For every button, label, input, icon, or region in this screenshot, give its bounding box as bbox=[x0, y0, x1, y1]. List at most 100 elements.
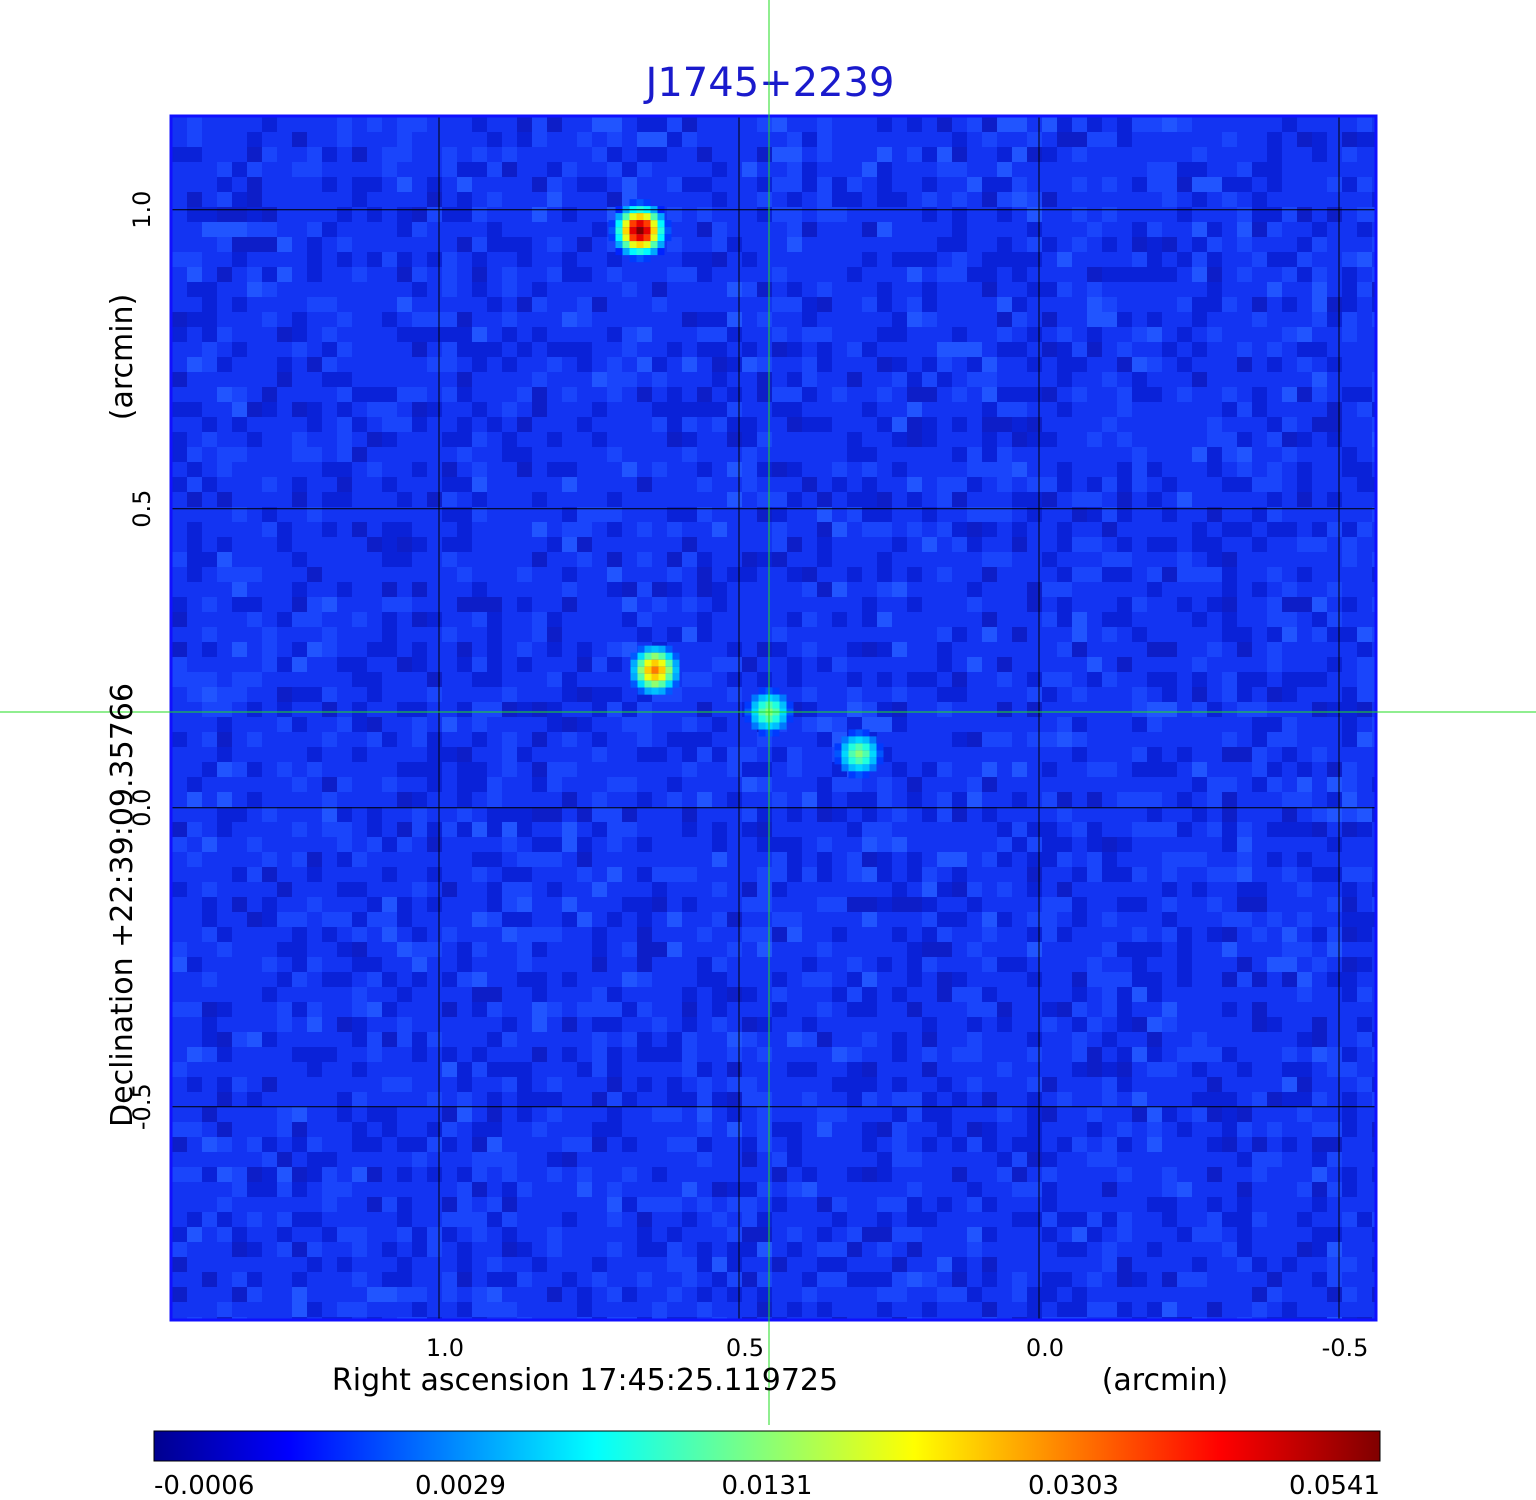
noise-pixel bbox=[217, 1092, 232, 1107]
noise-pixel bbox=[1162, 687, 1177, 702]
noise-pixel bbox=[277, 1242, 292, 1257]
noise-pixel bbox=[1162, 1167, 1177, 1182]
noise-pixel bbox=[427, 1317, 442, 1319]
noise-pixel bbox=[637, 627, 652, 642]
noise-pixel bbox=[1357, 702, 1372, 717]
source-pixel bbox=[786, 701, 794, 709]
noise-pixel bbox=[637, 972, 652, 987]
noise-pixel bbox=[187, 672, 202, 687]
noise-pixel bbox=[532, 177, 547, 192]
noise-pixel bbox=[517, 597, 532, 612]
noise-pixel bbox=[322, 972, 337, 987]
noise-pixel bbox=[997, 252, 1012, 267]
noise-pixel bbox=[1207, 237, 1222, 252]
noise-pixel bbox=[712, 237, 727, 252]
noise-pixel bbox=[352, 267, 367, 282]
noise-pixel bbox=[562, 1137, 577, 1152]
noise-pixel bbox=[1312, 1197, 1327, 1212]
noise-pixel bbox=[292, 957, 307, 972]
noise-pixel bbox=[382, 777, 397, 792]
colorbar-tick-labels: -0.0006 0.0029 0.0131 0.0303 0.0541 bbox=[154, 1471, 1380, 1500]
noise-pixel bbox=[922, 147, 937, 162]
source-pixel bbox=[862, 743, 870, 751]
noise-pixel bbox=[427, 1242, 442, 1257]
noise-pixel bbox=[1147, 807, 1162, 822]
source-pixel bbox=[758, 694, 766, 702]
noise-pixel bbox=[1147, 357, 1162, 372]
y-tick-label: 1.0 bbox=[128, 191, 156, 229]
source-pixel bbox=[651, 666, 659, 674]
noise-pixel bbox=[1042, 1182, 1057, 1197]
noise-pixel bbox=[547, 1227, 562, 1242]
noise-pixel bbox=[307, 567, 322, 582]
noise-pixel bbox=[817, 582, 832, 597]
noise-pixel bbox=[1087, 1227, 1102, 1242]
noise-pixel bbox=[517, 942, 532, 957]
noise-pixel bbox=[682, 1272, 697, 1287]
noise-pixel bbox=[997, 192, 1012, 207]
noise-pixel bbox=[652, 462, 667, 477]
y-tick-label: 0.0 bbox=[128, 789, 156, 827]
noise-pixel bbox=[547, 1092, 562, 1107]
noise-pixel bbox=[427, 327, 442, 342]
noise-pixel bbox=[427, 492, 442, 507]
noise-pixel bbox=[337, 1227, 352, 1242]
noise-pixel bbox=[997, 207, 1012, 222]
noise-pixel bbox=[1072, 747, 1087, 762]
noise-pixel bbox=[1057, 612, 1072, 627]
noise-pixel bbox=[1222, 567, 1237, 582]
noise-pixel bbox=[637, 132, 652, 147]
noise-pixel bbox=[577, 267, 592, 282]
noise-pixel bbox=[952, 207, 967, 222]
noise-pixel bbox=[307, 612, 322, 627]
noise-pixel bbox=[1327, 927, 1342, 942]
noise-pixel bbox=[1237, 837, 1252, 852]
noise-pixel bbox=[667, 567, 682, 582]
noise-pixel bbox=[637, 612, 652, 627]
noise-pixel bbox=[922, 882, 937, 897]
noise-pixel bbox=[1237, 672, 1252, 687]
noise-pixel bbox=[562, 342, 577, 357]
noise-pixel bbox=[1162, 537, 1177, 552]
noise-pixel bbox=[727, 792, 742, 807]
noise-pixel bbox=[817, 552, 832, 567]
noise-pixel bbox=[1267, 912, 1282, 927]
noise-pixel bbox=[1072, 642, 1087, 657]
noise-pixel bbox=[1027, 1032, 1042, 1047]
noise-pixel bbox=[1207, 282, 1222, 297]
noise-pixel bbox=[847, 567, 862, 582]
noise-pixel bbox=[1027, 1107, 1042, 1122]
noise-pixel bbox=[607, 1317, 622, 1319]
noise-pixel bbox=[502, 1062, 517, 1077]
noise-pixel bbox=[442, 1287, 457, 1302]
noise-pixel bbox=[712, 1002, 727, 1017]
noise-pixel bbox=[382, 552, 397, 567]
noise-pixel bbox=[1357, 477, 1372, 492]
noise-pixel bbox=[637, 1197, 652, 1212]
noise-pixel bbox=[1267, 207, 1282, 222]
noise-pixel bbox=[727, 642, 742, 657]
source-pixel bbox=[608, 234, 616, 242]
noise-pixel bbox=[1282, 582, 1297, 597]
noise-pixel bbox=[172, 447, 187, 462]
noise-pixel bbox=[487, 987, 502, 1002]
noise-pixel bbox=[547, 1107, 562, 1122]
noise-pixel bbox=[1177, 117, 1192, 132]
noise-pixel bbox=[427, 747, 442, 762]
noise-pixel bbox=[1147, 237, 1162, 252]
noise-pixel bbox=[1072, 177, 1087, 192]
noise-pixel bbox=[697, 957, 712, 972]
noise-pixel bbox=[217, 732, 232, 747]
noise-pixel bbox=[247, 702, 262, 717]
noise-pixel bbox=[1132, 177, 1147, 192]
noise-pixel bbox=[307, 747, 322, 762]
noise-pixel bbox=[982, 762, 997, 777]
noise-pixel bbox=[637, 477, 652, 492]
noise-pixel bbox=[1192, 297, 1207, 312]
noise-pixel bbox=[1282, 717, 1297, 732]
noise-pixel bbox=[1342, 522, 1357, 537]
noise-pixel bbox=[1042, 927, 1057, 942]
noise-pixel bbox=[562, 312, 577, 327]
noise-pixel bbox=[952, 192, 967, 207]
noise-pixel bbox=[967, 792, 982, 807]
